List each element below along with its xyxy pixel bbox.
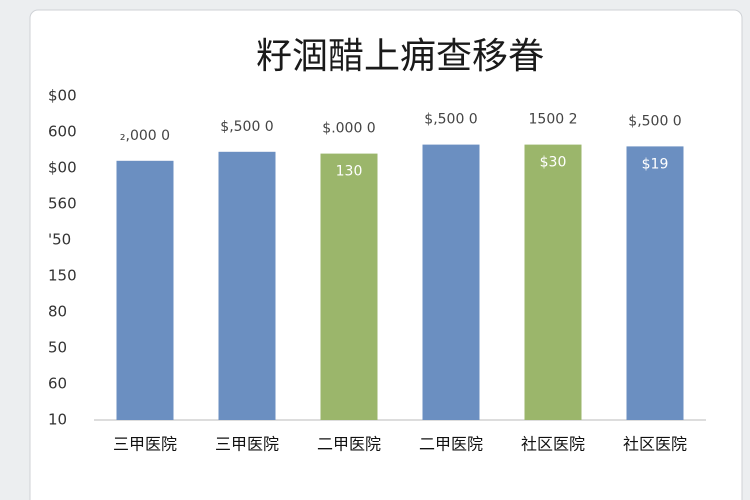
bar bbox=[422, 144, 480, 420]
y-tick-label: 150 bbox=[48, 267, 77, 285]
y-tick-label: '50 bbox=[48, 231, 71, 249]
y-tick-label: 60 bbox=[48, 375, 67, 393]
bar-top-label: $,500 0 bbox=[628, 113, 681, 129]
bar-top-label: $.000 0 bbox=[322, 121, 375, 137]
bar bbox=[116, 160, 174, 421]
y-tick-label: $00 bbox=[48, 159, 77, 177]
bar-inner-label: 130 bbox=[336, 164, 363, 180]
y-tick-label: 80 bbox=[48, 303, 67, 321]
x-tick-label: 社区医院 bbox=[521, 435, 585, 454]
bar-top-label: 1500 2 bbox=[529, 112, 578, 128]
chart-title: 籽涸醋上痈查移眷 bbox=[256, 36, 544, 77]
x-tick-label: 社区医院 bbox=[623, 435, 687, 454]
y-tick-label: $00 bbox=[48, 87, 77, 105]
y-tick-label: 50 bbox=[48, 339, 67, 357]
bar bbox=[626, 146, 684, 420]
bar-top-label: ₂,000 0 bbox=[120, 128, 170, 144]
y-tick-label: 10 bbox=[48, 411, 67, 429]
x-tick-label: 二甲医院 bbox=[317, 435, 381, 454]
bar bbox=[218, 151, 276, 421]
bar bbox=[524, 144, 582, 420]
x-tick-label: 三甲医院 bbox=[215, 435, 279, 454]
bar bbox=[320, 153, 378, 420]
x-tick-label: 二甲医院 bbox=[419, 435, 483, 454]
y-tick-label: 560 bbox=[48, 195, 77, 213]
bar-inner-label: $30 bbox=[540, 155, 567, 171]
bar-top-label: $,500 0 bbox=[220, 119, 273, 135]
y-tick-label: 600 bbox=[48, 123, 77, 141]
bar-inner-label: $19 bbox=[642, 156, 669, 172]
bar-top-label: $,500 0 bbox=[424, 112, 477, 128]
x-tick-label: 三甲医院 bbox=[113, 435, 177, 454]
